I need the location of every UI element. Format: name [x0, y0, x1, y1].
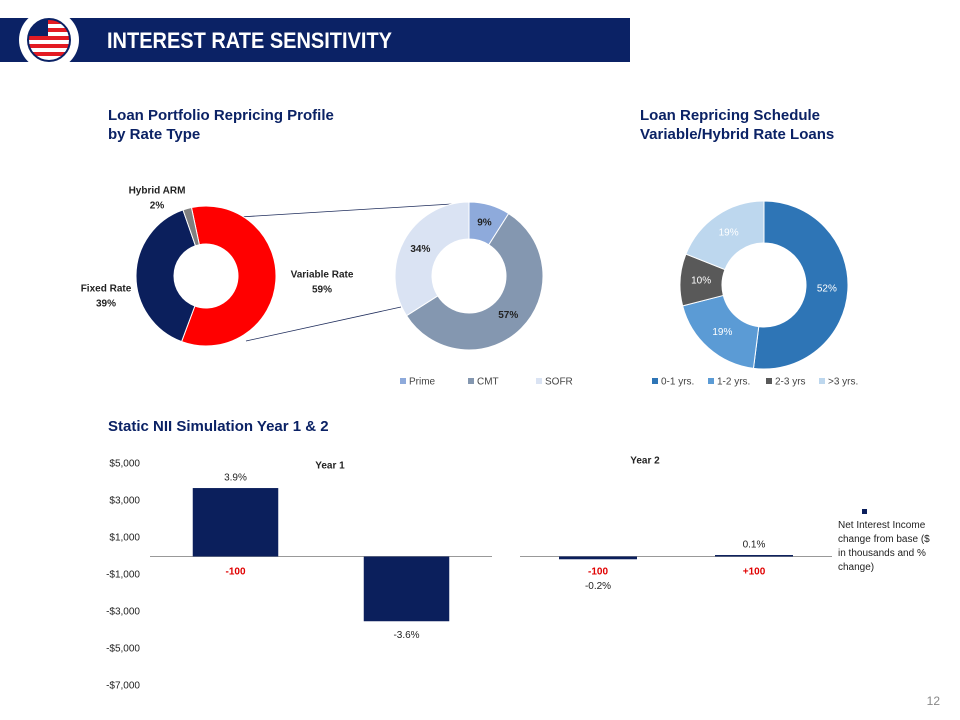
- legend-swatch: [652, 378, 658, 384]
- legend-label: 0-1 yrs.: [661, 377, 694, 388]
- bar: [363, 556, 450, 622]
- legend-swatch: [862, 509, 867, 514]
- y-tick-label: -$1,000: [106, 570, 140, 581]
- pie-slice: [135, 209, 197, 343]
- y-tick-label: -$3,000: [106, 607, 140, 618]
- legend-label: 2-3 yrs: [775, 377, 806, 388]
- legend-swatch: [708, 378, 714, 384]
- y-tick-label: $1,000: [109, 533, 140, 544]
- chart-title: Loan Repricing Schedule Variable/Hybrid R…: [640, 107, 834, 143]
- legend-swatch: [468, 378, 474, 384]
- data-label: -0.2%: [585, 581, 611, 592]
- data-label: 52%: [817, 284, 837, 295]
- legend-label: SOFR: [545, 377, 573, 388]
- data-label: 9%: [477, 217, 492, 228]
- x-tick-label: -100: [588, 567, 608, 578]
- data-label: 19%: [712, 327, 732, 338]
- data-label: 10%: [691, 276, 711, 287]
- legend-swatch: [536, 378, 542, 384]
- bar: [715, 555, 793, 557]
- pie-slice: [394, 201, 470, 317]
- legend-label: CMT: [477, 377, 499, 388]
- y-tick-label: -$5,000: [106, 644, 140, 655]
- chart-title: Loan Portfolio Repricing Profile by Rate …: [108, 107, 334, 143]
- connector-line: [239, 202, 469, 218]
- logo: [19, 10, 79, 70]
- header-title: INTEREST RATE SENSITIVITY: [107, 28, 392, 53]
- legend-label: Prime: [409, 377, 436, 388]
- legend-swatch: [766, 378, 772, 384]
- connector-line: [245, 306, 402, 342]
- data-label: 39%: [96, 299, 116, 310]
- data-label: 34%: [410, 244, 430, 255]
- legend: Net Interest Income change from base ($ …: [838, 519, 934, 575]
- page-number: 12: [927, 694, 941, 708]
- category-label: Hybrid ARM: [129, 186, 186, 197]
- data-label: 2%: [150, 201, 165, 212]
- section-title: Static NII Simulation Year 1 & 2: [108, 418, 329, 435]
- x-tick-label: +100: [743, 567, 766, 578]
- x-tick-label: -100: [225, 567, 245, 578]
- y-tick-label: $3,000: [109, 496, 140, 507]
- legend-swatch: [819, 378, 825, 384]
- pie-slice: [182, 206, 200, 247]
- legend-label: 1-2 yrs.: [717, 377, 750, 388]
- chart-title: Year 2: [630, 456, 660, 467]
- pie-slice: [752, 200, 849, 370]
- data-label: 59%: [312, 285, 332, 296]
- data-label: 19%: [719, 228, 739, 239]
- pie-slice: [685, 200, 765, 271]
- pie-slice: [180, 205, 277, 347]
- legend-label: >3 yrs.: [828, 377, 858, 388]
- category-label: Variable Rate: [291, 270, 354, 281]
- data-label: 0.1%: [743, 540, 766, 551]
- data-label: 3.9%: [224, 473, 247, 484]
- bar: [559, 556, 637, 560]
- y-tick-label: $5,000: [109, 459, 140, 470]
- chart-title: Year 1: [315, 461, 345, 472]
- legend-swatch: [400, 378, 406, 384]
- pie-slice: [405, 212, 544, 351]
- category-label: Fixed Rate: [81, 284, 132, 295]
- legend-label: Net Interest Income change from base ($ …: [838, 520, 930, 573]
- header-bar: [0, 18, 630, 62]
- data-label: -3.6%: [393, 630, 419, 641]
- data-label: 57%: [498, 310, 518, 321]
- bar: [192, 488, 279, 557]
- y-tick-label: -$7,000: [106, 681, 140, 692]
